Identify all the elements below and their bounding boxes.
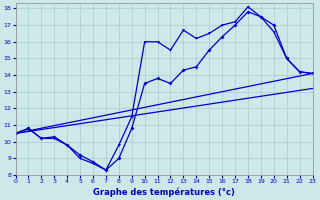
X-axis label: Graphe des températures (°c): Graphe des températures (°c) xyxy=(93,187,235,197)
